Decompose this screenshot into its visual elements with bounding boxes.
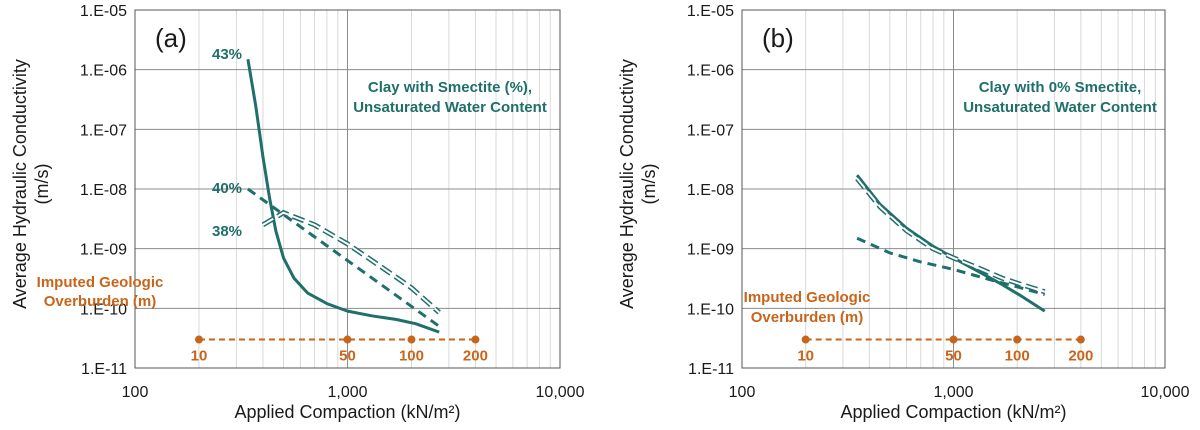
annotation-line-1: Clay with Smectite (%), — [368, 79, 532, 96]
series-label: 40% — [212, 180, 242, 197]
series-line-2-inner — [856, 177, 1045, 293]
series-line-0 — [246, 58, 440, 334]
overburden-label-line-2: Overburden (m) — [44, 293, 157, 310]
y-tick-label: 1.E-05 — [687, 3, 734, 20]
overburden-point — [343, 335, 352, 344]
series-line-2-inner — [262, 211, 440, 314]
series-line-2 — [855, 176, 1046, 295]
y-tick-label: 1.E-11 — [81, 361, 127, 378]
series-line-1 — [247, 187, 441, 328]
overburden-point-label: 100 — [399, 348, 424, 365]
x-tick-label: 100 — [122, 384, 149, 401]
y-axis-units: (m/s) — [32, 164, 52, 205]
plot-frame — [134, 9, 561, 369]
panel-a: 1.E-11 1.E-10 1.E-09 1.E-08 1.E-07 1.E-06 1.E-… — [10, 3, 585, 422]
y-tick-label: 1.E-07 — [687, 122, 734, 139]
annotation-line-2: Unsaturated Water Content — [353, 99, 547, 116]
overburden-point-label: 50 — [339, 348, 356, 365]
plot-frame — [741, 9, 1166, 369]
y-tick-label: 1.E-08 — [80, 182, 127, 199]
overburden-point-label: 200 — [1068, 348, 1093, 365]
x-tick-label: 10,000 — [1141, 384, 1190, 401]
y-axis-units: (m/s) — [639, 164, 659, 205]
y-tick-label: 1.E-11 — [688, 361, 734, 378]
y-tick-label: 1.E-09 — [80, 242, 127, 259]
x-tick-label: 1,000 — [327, 384, 367, 401]
x-tick-label: 1,000 — [933, 384, 973, 401]
x-axis-label: Applied Compaction (kN/m²) — [840, 402, 1066, 422]
overburden-point-label: 10 — [797, 348, 814, 365]
y-tick-label: 1.E-08 — [687, 182, 734, 199]
annotation-line-1: Clay with 0% Smectite, — [979, 79, 1142, 96]
y-tick-label: 1.E-06 — [687, 63, 734, 80]
y-tick-label: 1.E-06 — [80, 63, 127, 80]
overburden-point-label: 100 — [1005, 348, 1030, 365]
overburden-point — [194, 335, 203, 344]
y-tick-label: 1.E-09 — [687, 242, 734, 259]
overburden-point — [949, 335, 958, 344]
overburden-label-line-2: Overburden (m) — [751, 309, 864, 326]
overburden-label-line-1: Imputed Geologic — [744, 289, 871, 306]
y-tick-label: 1.E-10 — [80, 301, 127, 318]
overburden-point — [471, 335, 480, 344]
y-axis-label: Average Hydraulic Conductivity — [10, 59, 30, 309]
overburden-point — [1013, 335, 1022, 344]
overburden-point — [407, 335, 416, 344]
y-axis-label: Average Hydraulic Conductivity — [617, 59, 637, 309]
y-tick-label: 1.E-07 — [80, 122, 127, 139]
overburden-point-label: 200 — [463, 348, 488, 365]
overburden-point — [801, 335, 810, 344]
overburden-label-line-1: Imputed Geologic — [37, 274, 164, 291]
overburden-point-label: 10 — [191, 348, 208, 365]
panel-label: (a) — [155, 23, 187, 53]
x-tick-label: 10,000 — [536, 384, 585, 401]
series-line-0 — [855, 174, 1046, 313]
x-axis-label: Applied Compaction (kN/m²) — [234, 402, 460, 422]
y-tick-label: 1.E-05 — [80, 3, 127, 20]
y-tick-label: 1.E-10 — [687, 301, 734, 318]
annotation-line-2: Unsaturated Water Content — [963, 99, 1157, 116]
overburden-point — [1076, 335, 1085, 344]
x-tick-label: 100 — [729, 384, 756, 401]
panel-b: 1.E-11 1.E-10 1.E-09 1.E-08 1.E-07 1.E-06 1.E-… — [617, 3, 1190, 422]
series-line-1 — [856, 236, 1046, 297]
overburden-point-label: 50 — [945, 348, 962, 365]
series-label: 43% — [212, 46, 242, 63]
panel-label: (b) — [762, 23, 794, 53]
series-label: 38% — [212, 223, 242, 240]
